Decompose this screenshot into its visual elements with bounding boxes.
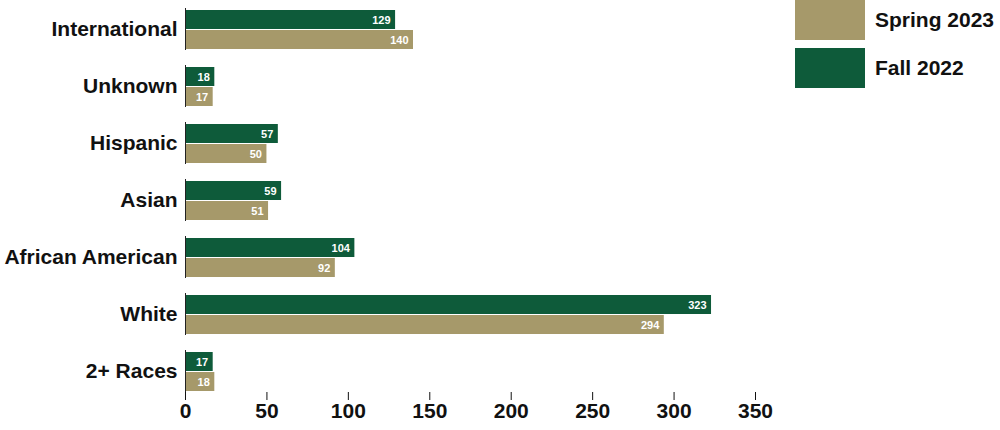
svg-text:150: 150 — [412, 399, 447, 422]
svg-text:300: 300 — [657, 399, 692, 422]
svg-text:18: 18 — [198, 376, 210, 388]
svg-text:International: International — [51, 17, 177, 40]
html-text:Spring 2023: Spring 2023 — [875, 8, 995, 31]
svg-text:50: 50 — [250, 148, 262, 160]
svg-text:350: 350 — [738, 399, 773, 422]
svg-text:17: 17 — [196, 356, 208, 368]
svg-text:Asian: Asian — [120, 188, 177, 211]
svg-text:104: 104 — [332, 242, 351, 254]
svg-text:294: 294 — [641, 319, 660, 331]
svg-text:17: 17 — [196, 91, 208, 103]
svg-text:57: 57 — [261, 128, 273, 140]
svg-text:White: White — [120, 302, 177, 325]
svg-text:51: 51 — [251, 205, 263, 217]
svg-text:0: 0 — [180, 399, 192, 422]
svg-text:59: 59 — [264, 185, 276, 197]
svg-text:50: 50 — [255, 399, 278, 422]
svg-text:92: 92 — [318, 262, 330, 274]
svg-text:African American: African American — [4, 245, 177, 268]
svg-text:323: 323 — [688, 299, 706, 311]
svg-text:18: 18 — [198, 71, 210, 83]
html-text:Fall 2022: Fall 2022 — [875, 56, 964, 79]
svg-text:250: 250 — [575, 399, 610, 422]
svg-text:100: 100 — [331, 399, 366, 422]
svg-text:129: 129 — [372, 14, 390, 26]
svg-text:Hispanic: Hispanic — [90, 131, 178, 154]
svg-text:200: 200 — [494, 399, 529, 422]
svg-text:2+ Races: 2+ Races — [86, 359, 178, 382]
svg-text:140: 140 — [390, 34, 408, 46]
svg-text:Unknown: Unknown — [83, 74, 178, 97]
